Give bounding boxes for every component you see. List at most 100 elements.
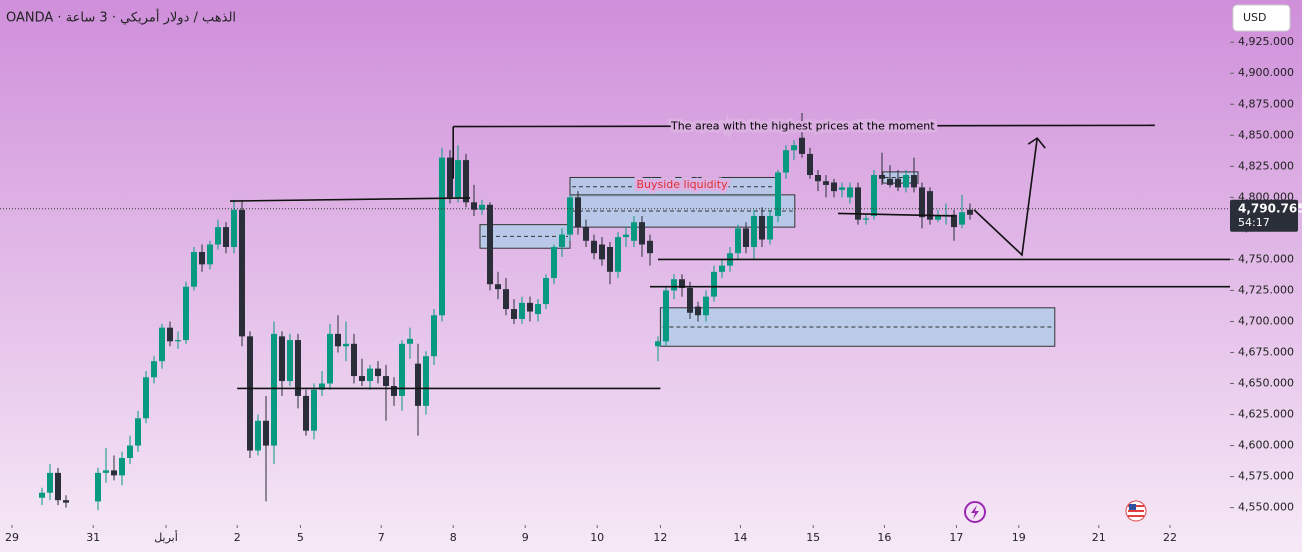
candle-body (375, 368, 381, 377)
x-tick-label: 12 (653, 531, 667, 544)
candle-body (407, 338, 413, 344)
candle-body (559, 234, 565, 247)
candle-body (95, 472, 101, 502)
candle-body (335, 333, 341, 347)
currency: USD (1243, 11, 1267, 24)
candle-body (927, 191, 933, 220)
candle-body (103, 470, 109, 473)
candle-body (703, 296, 709, 316)
candle-body (495, 284, 501, 290)
annotation: Buyside liquidity (636, 178, 728, 191)
candle-body (911, 175, 917, 188)
candle-body (447, 157, 453, 198)
candle-body (551, 246, 557, 279)
candle-body (687, 287, 693, 313)
candle-body (615, 237, 621, 272)
candle-body (167, 327, 173, 342)
candle-body (263, 420, 269, 446)
y-tick-label: 4,875.000 (1238, 97, 1294, 110)
y-tick-label: 4,625.000 (1238, 408, 1294, 421)
candle-body (119, 457, 125, 476)
arrow (973, 138, 1038, 257)
y-tick-label: 4,550.000 (1238, 501, 1294, 514)
candle-body (919, 187, 925, 218)
candle-body (599, 244, 605, 260)
x-tick-label: 29 (5, 531, 19, 544)
candle-body (479, 204, 485, 210)
x-tick-label: 7 (378, 531, 385, 544)
y-tick-label: 4,650.000 (1238, 377, 1294, 390)
candle-body (887, 178, 893, 185)
candle-body (519, 302, 525, 319)
candle-body (175, 340, 181, 342)
candle-body (607, 246, 613, 272)
currency-box[interactable] (1232, 4, 1291, 32)
candle-body (567, 197, 573, 235)
candle-body (207, 244, 213, 265)
candle-body (655, 341, 661, 347)
candle-body (319, 383, 325, 390)
candle-body (255, 420, 261, 451)
candle-body (391, 385, 397, 396)
y-tick-label: 4,850.000 (1238, 128, 1294, 141)
candle-body (327, 333, 333, 384)
candle-body (535, 304, 541, 315)
flag-icon (1125, 500, 1147, 522)
level-line (837, 212, 955, 217)
candle-body (151, 361, 157, 378)
candle-body (679, 279, 685, 288)
x-tick-label: 31 (86, 531, 100, 544)
candle-body (743, 228, 749, 247)
candle-body (863, 218, 869, 220)
y-tick-label: 4,750.000 (1238, 252, 1294, 265)
candle-body (463, 160, 469, 203)
arrow-head (1027, 137, 1046, 149)
level-line (453, 124, 1155, 128)
candle-body (359, 376, 365, 382)
candle-body (855, 187, 861, 220)
timer: 54:17 (1238, 216, 1270, 229)
candle-body (775, 172, 781, 216)
candle-body (583, 227, 589, 241)
x-tick-label: 9 (522, 531, 529, 544)
y-tick-label: 4,575.000 (1238, 470, 1294, 483)
x-tick-label: 15 (806, 531, 820, 544)
x-tick-label: 14 (733, 531, 747, 544)
candle-body (39, 492, 45, 498)
candle-body (311, 389, 317, 431)
candle-body (271, 333, 277, 446)
candle-body (143, 377, 149, 419)
candle-body (623, 234, 629, 238)
candle-body (431, 315, 437, 357)
candle-body (759, 215, 765, 240)
candle-body (647, 240, 653, 254)
candle-body (839, 187, 845, 190)
candle-body (639, 222, 645, 245)
candle-body (719, 265, 725, 272)
x-tick-label: 10 (590, 531, 604, 544)
candle-body (367, 368, 373, 382)
x-tick-label: أبريل (154, 530, 178, 544)
candle-body (439, 157, 445, 316)
y-tick-label: 4,925.000 (1238, 35, 1294, 48)
last-price-box (1230, 199, 1298, 232)
candle-body (295, 340, 301, 396)
candle-body (487, 204, 493, 285)
candle-body (847, 187, 853, 198)
x-tick-label: 21 (1092, 531, 1106, 544)
y-tick-label: 4,675.000 (1238, 345, 1294, 358)
candle-body (591, 240, 597, 254)
candle-body (287, 340, 293, 382)
candle-body (343, 343, 349, 347)
candle-body (511, 309, 517, 319)
candle-body (879, 175, 885, 179)
candle-body (455, 160, 461, 198)
candle-body (663, 290, 669, 342)
level-line (229, 197, 471, 202)
x-tick-label: 2 (234, 531, 241, 544)
candle-body (671, 279, 677, 291)
candle-body (231, 209, 237, 247)
candle-body (191, 251, 197, 287)
